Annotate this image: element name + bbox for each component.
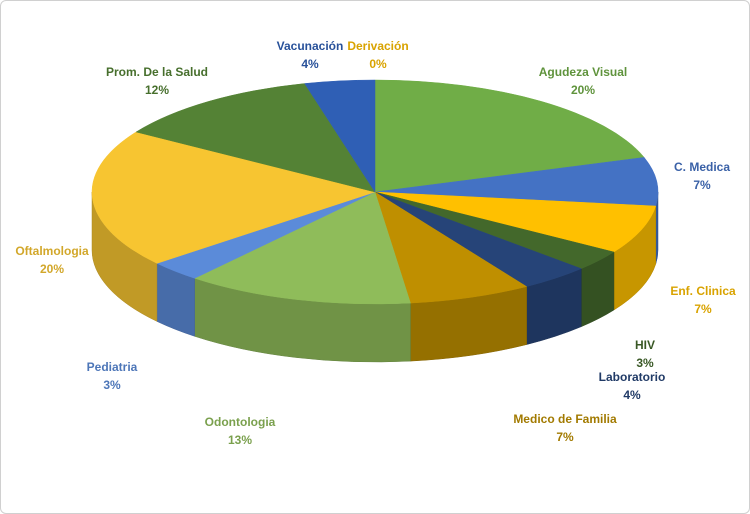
category-label: Enf. Clinica (670, 284, 736, 298)
slice (374, 79, 645, 193)
value-label: 20% (571, 83, 595, 97)
slice (374, 157, 659, 207)
slice (91, 131, 376, 264)
category-label: Vacunación (277, 39, 344, 53)
value-label: 20% (40, 262, 64, 276)
slice (135, 83, 376, 193)
value-label: 4% (623, 388, 641, 402)
category-label: Prom. De la Salud (106, 65, 208, 79)
value-label: 7% (694, 302, 712, 316)
value-label: 7% (556, 430, 574, 444)
slice (304, 79, 376, 193)
value-label: 13% (228, 433, 252, 447)
value-label: 12% (145, 83, 169, 97)
category-label: Odontologia (205, 415, 276, 429)
category-label: HIV (635, 338, 655, 352)
value-label: 0% (369, 57, 387, 71)
slice (374, 191, 528, 304)
category-label: Oftalmologia (15, 244, 89, 258)
value-label: 4% (301, 57, 319, 71)
slice (374, 191, 657, 253)
category-label: C. Medica (674, 160, 730, 174)
value-label: 7% (693, 178, 711, 192)
value-label: 3% (103, 378, 121, 392)
category-label: Agudeza Visual (539, 65, 627, 79)
category-label: Medico de Familia (513, 412, 617, 426)
category-label: Pediatria (87, 360, 138, 374)
category-label: Laboratorio (599, 370, 666, 384)
value-label: 3% (636, 356, 654, 370)
category-label: Derivación (347, 39, 408, 53)
slice (193, 191, 411, 305)
